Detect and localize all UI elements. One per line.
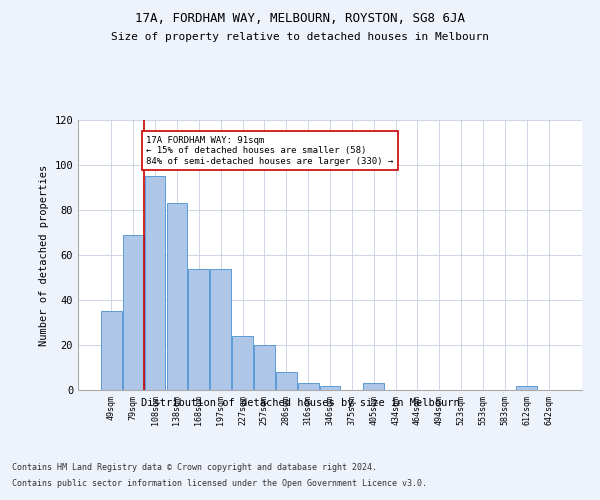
Text: Distribution of detached houses by size in Melbourn: Distribution of detached houses by size … — [140, 398, 460, 407]
Bar — [123, 235, 143, 390]
Text: 17A, FORDHAM WAY, MELBOURN, ROYSTON, SG8 6JA: 17A, FORDHAM WAY, MELBOURN, ROYSTON, SG8… — [135, 12, 465, 26]
Bar — [188, 268, 209, 390]
Bar — [517, 386, 537, 390]
Text: Contains HM Land Registry data © Crown copyright and database right 2024.: Contains HM Land Registry data © Crown c… — [12, 462, 377, 471]
Bar — [320, 386, 340, 390]
Bar — [254, 345, 275, 390]
Bar — [210, 268, 231, 390]
Bar — [232, 336, 253, 390]
Text: Contains public sector information licensed under the Open Government Licence v3: Contains public sector information licen… — [12, 479, 427, 488]
Y-axis label: Number of detached properties: Number of detached properties — [39, 164, 49, 346]
Text: Size of property relative to detached houses in Melbourn: Size of property relative to detached ho… — [111, 32, 489, 42]
Bar — [101, 311, 122, 390]
Bar — [276, 372, 296, 390]
Bar — [298, 383, 319, 390]
Text: 17A FORDHAM WAY: 91sqm
← 15% of detached houses are smaller (58)
84% of semi-det: 17A FORDHAM WAY: 91sqm ← 15% of detached… — [146, 136, 394, 166]
Bar — [364, 383, 384, 390]
Bar — [167, 203, 187, 390]
Bar — [145, 176, 166, 390]
